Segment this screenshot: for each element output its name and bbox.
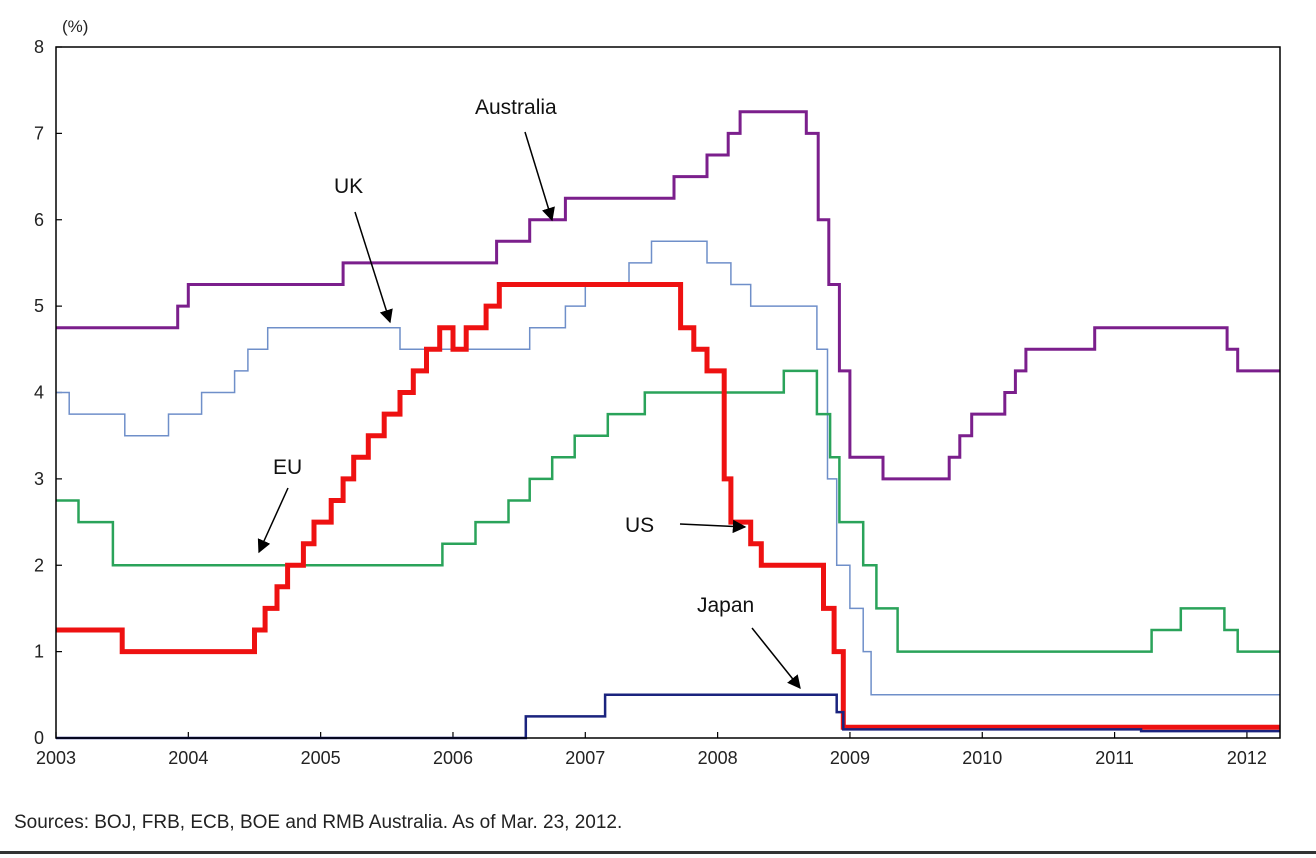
bottom-divider (0, 851, 1316, 854)
series-line-uk (56, 240, 1280, 696)
series-line-japan (56, 693, 1280, 740)
y-tick-label: 6 (34, 210, 44, 230)
uk-annotation-arrow (354, 211, 393, 324)
us-annotation-label: US (625, 514, 654, 537)
series-layer (56, 110, 1280, 740)
y-tick-label: 7 (34, 123, 44, 143)
y-tick-label: 1 (34, 642, 44, 662)
y-tick-label: 2 (34, 555, 44, 575)
x-tick-label: 2010 (962, 748, 1002, 768)
x-tick-label: 2009 (830, 748, 870, 768)
x-tick-label: 2011 (1095, 748, 1134, 768)
x-tick-label: 2005 (301, 748, 341, 768)
y-tick-label: 0 (34, 728, 44, 748)
x-tick-label: 2003 (36, 748, 76, 768)
eu-annotation-arrow (257, 487, 289, 554)
plot-frame (55, 46, 1281, 739)
x-tick-label: 2007 (565, 748, 605, 768)
us-annotation-arrow (679, 519, 747, 534)
x-axis-ticks: 2003 2004 2005 2006 2007 2008 2009 2010 2011 2012 (36, 732, 1267, 768)
eu-annotation-label: EU (273, 456, 302, 479)
series-line-us (56, 282, 1280, 730)
series-line-australia (56, 110, 1280, 481)
y-tick-label: 5 (34, 296, 44, 316)
x-tick-label: 2006 (433, 748, 473, 768)
annotation-layer: Australia UK EU US Japan (257, 96, 801, 690)
japan-annotation-label: Japan (697, 594, 754, 617)
uk-annotation-label: UK (334, 175, 363, 198)
x-tick-label: 2008 (698, 748, 738, 768)
source-note: Sources: BOJ, FRB, ECB, BOE and RMB Aust… (14, 812, 623, 833)
y-tick-label: 3 (34, 469, 44, 489)
y-tick-label: 4 (34, 383, 44, 403)
japan-annotation-arrow (751, 627, 801, 690)
y-tick-label: 8 (34, 37, 44, 57)
australia-annotation-arrow (524, 131, 555, 222)
y-unit-label: (%) (62, 17, 88, 36)
series-line-eu (56, 369, 1280, 653)
x-tick-label: 2012 (1227, 748, 1267, 768)
x-tick-label: 2004 (168, 748, 208, 768)
australia-annotation-label: Australia (475, 96, 557, 119)
